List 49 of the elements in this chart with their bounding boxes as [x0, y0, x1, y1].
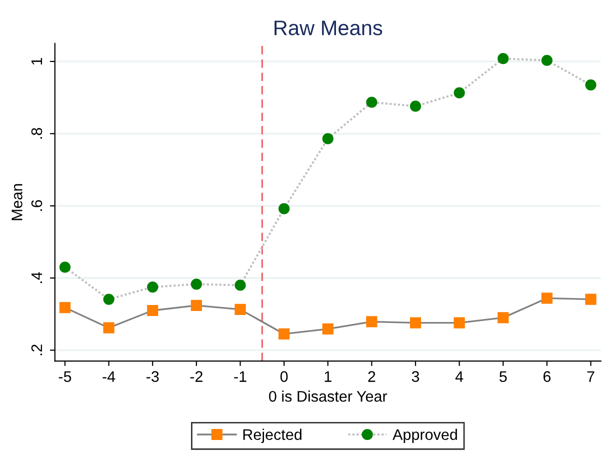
y-tick-label: .8 [31, 128, 42, 139]
point [366, 96, 378, 108]
x-tick-label: -4 [102, 371, 116, 382]
x-tick-label: 4 [455, 371, 464, 382]
point [147, 281, 158, 293]
point [103, 322, 114, 334]
y-tick-label: .4 [31, 272, 42, 283]
x-tick-label: -2 [190, 371, 202, 382]
point [190, 300, 202, 312]
point [147, 304, 158, 316]
point [366, 316, 378, 328]
point [541, 292, 553, 304]
x-tick-label: -5 [58, 371, 72, 382]
point [498, 53, 509, 64]
x-tick-label: 3 [412, 371, 420, 382]
legend-label: Rejected [243, 428, 302, 444]
x-tick-label: 2 [368, 371, 376, 382]
point [234, 304, 246, 315]
y-tick-label: .2 [31, 344, 42, 356]
point [59, 262, 71, 273]
point [59, 302, 71, 314]
x-tick-label: 1 [324, 371, 332, 382]
chart-title: Raw Means [274, 20, 382, 36]
point [410, 317, 422, 328]
point [410, 100, 422, 112]
point [103, 294, 114, 305]
x-tick-label: 7 [587, 371, 594, 382]
x-tick-label: 6 [543, 371, 551, 382]
point [541, 54, 553, 66]
point [278, 203, 290, 214]
point [454, 87, 465, 98]
x-axis-title: 0 is Disaster Year [269, 390, 388, 402]
y-tick-label: 1 [31, 58, 42, 65]
point [322, 323, 334, 334]
point [585, 79, 596, 90]
y-tick-label: .6 [31, 200, 42, 211]
point [190, 278, 202, 290]
x-tick-label: -1 [234, 371, 246, 382]
point [498, 312, 509, 324]
point [322, 133, 334, 144]
x-tick-label: -3 [146, 371, 159, 382]
x-tick-label: 0 [280, 371, 288, 382]
point [234, 280, 246, 291]
point [585, 294, 596, 305]
y-axis-title: Mean [12, 184, 22, 220]
legend-label: Approved [392, 428, 457, 444]
point [454, 317, 465, 328]
point [278, 328, 290, 340]
x-tick-label: 5 [500, 371, 507, 382]
